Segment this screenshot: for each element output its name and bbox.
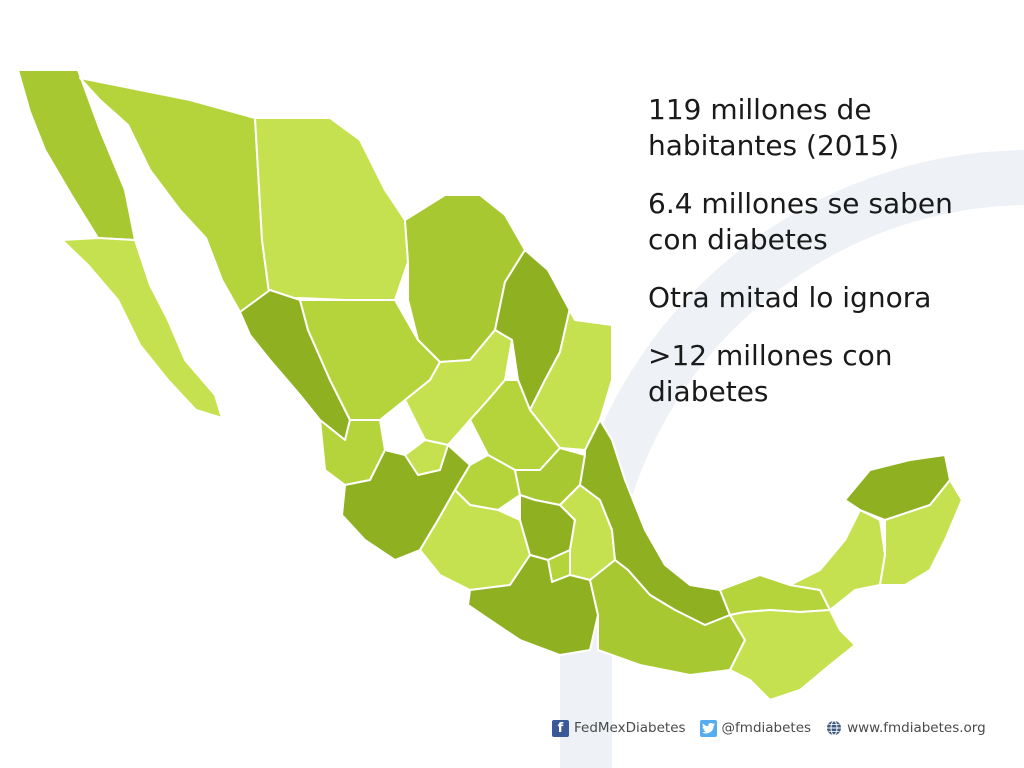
facebook-link[interactable]: f FedMexDiabetes bbox=[552, 719, 686, 737]
stat-diagnosed: 6.4 millones se saben con diabetes bbox=[648, 187, 953, 256]
statistics-panel: 119 millones de habitantes (2015) 6.4 mi… bbox=[648, 92, 988, 432]
chihuahua bbox=[254, 117, 409, 301]
stat-undiagnosed: Otra mitad lo ignora bbox=[648, 281, 932, 314]
website-link[interactable]: www.fmdiabetes.org bbox=[825, 720, 986, 737]
twitter-icon bbox=[699, 719, 717, 737]
facebook-icon: f bbox=[552, 719, 569, 737]
facebook-label: FedMexDiabetes bbox=[574, 720, 686, 736]
sonora bbox=[79, 77, 271, 313]
twitter-link[interactable]: @fmdiabetes bbox=[699, 719, 812, 737]
twitter-label: @fmdiabetes bbox=[721, 720, 812, 736]
aguascalientes bbox=[404, 439, 449, 476]
baja-california-sur bbox=[61, 237, 223, 419]
stat-population: 119 millones de habitantes (2015) bbox=[648, 93, 900, 162]
quintana-roo bbox=[879, 479, 963, 586]
tamaulipas bbox=[529, 269, 613, 451]
globe-icon bbox=[825, 720, 842, 737]
website-label: www.fmdiabetes.org bbox=[847, 720, 986, 736]
stat-total: >12 millones con diabetes bbox=[648, 339, 893, 408]
social-footer: f FedMexDiabetes @fmdiabetes www.fmdiabe… bbox=[552, 716, 986, 740]
chiapas bbox=[729, 609, 856, 701]
